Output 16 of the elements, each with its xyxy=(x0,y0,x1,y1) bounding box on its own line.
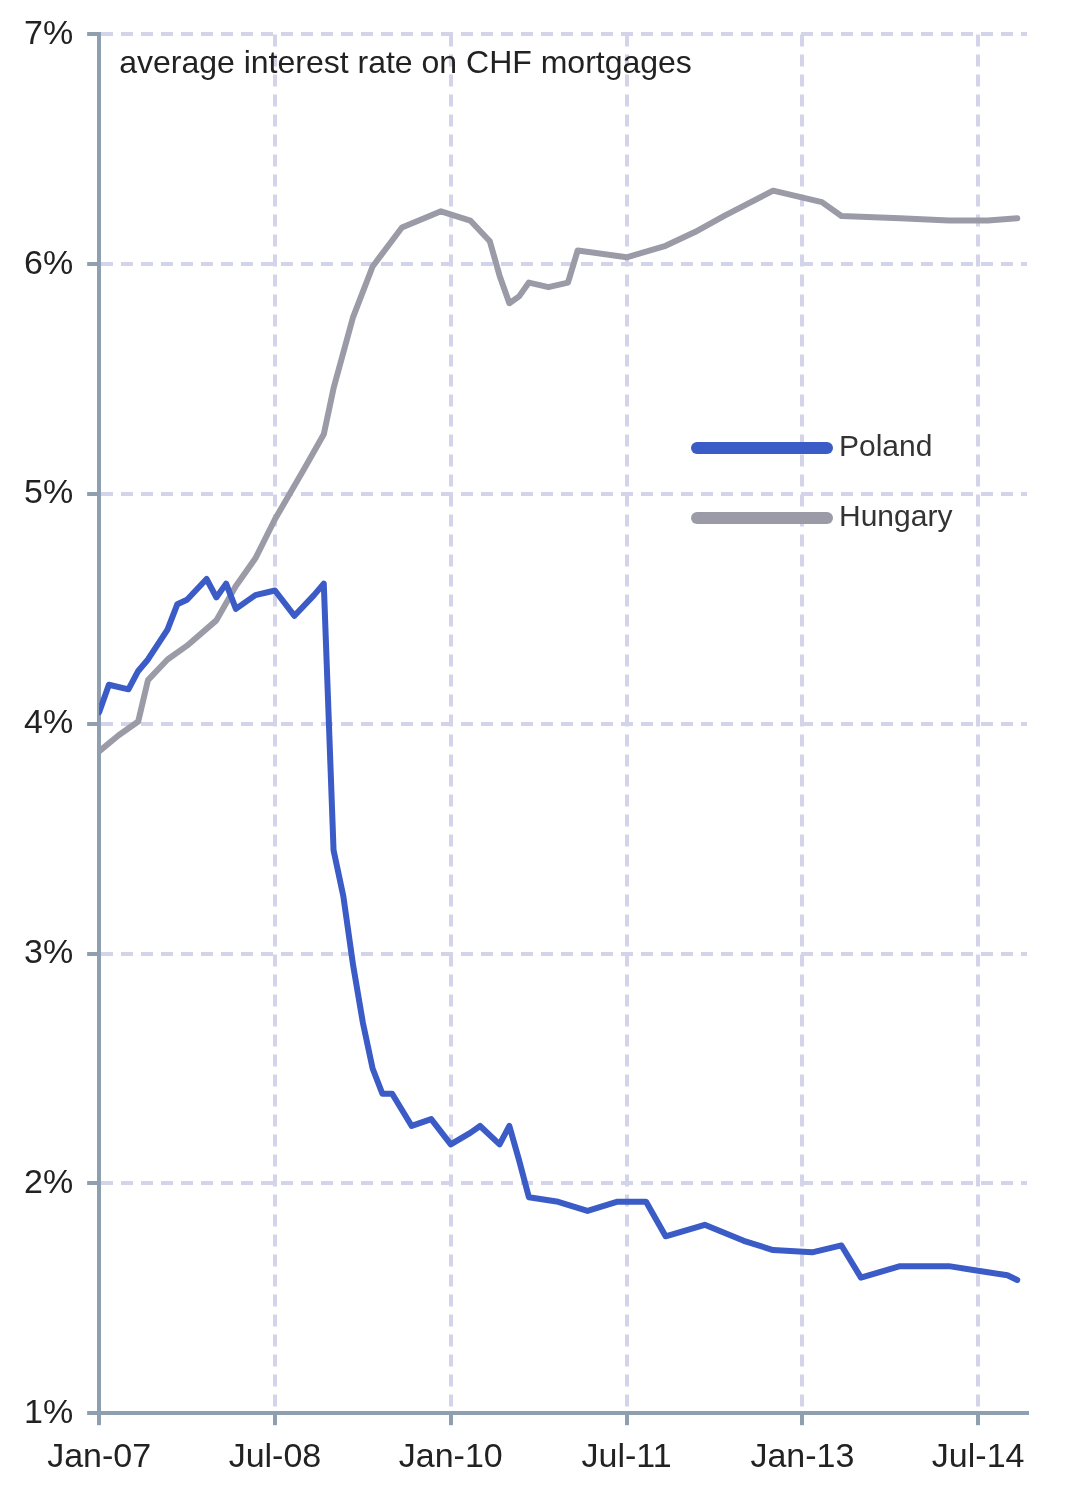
x-tick-label: Jul-08 xyxy=(228,1435,322,1474)
legend-label: Hungary xyxy=(839,499,953,533)
x-tick-label: Jul-14 xyxy=(931,1435,1025,1474)
x-tick-label: Jul-11 xyxy=(581,1435,672,1474)
chart-title: average interest rate on CHF mortgages xyxy=(119,44,692,81)
y-tick-label: 6% xyxy=(24,242,74,281)
x-tick-label: Jan-10 xyxy=(398,1435,503,1474)
y-tick-label: 4% xyxy=(24,702,74,741)
y-tick-label: 2% xyxy=(24,1161,74,1200)
y-tick-label: 1% xyxy=(24,1391,74,1430)
x-tick-label: Jan-07 xyxy=(47,1435,152,1474)
x-tick-label: Jan-13 xyxy=(750,1435,855,1474)
y-tick-label: 3% xyxy=(24,931,74,970)
y-tick-label: 5% xyxy=(24,472,74,511)
y-tick-label: 7% xyxy=(24,12,74,51)
legend-label: Poland xyxy=(839,429,933,463)
